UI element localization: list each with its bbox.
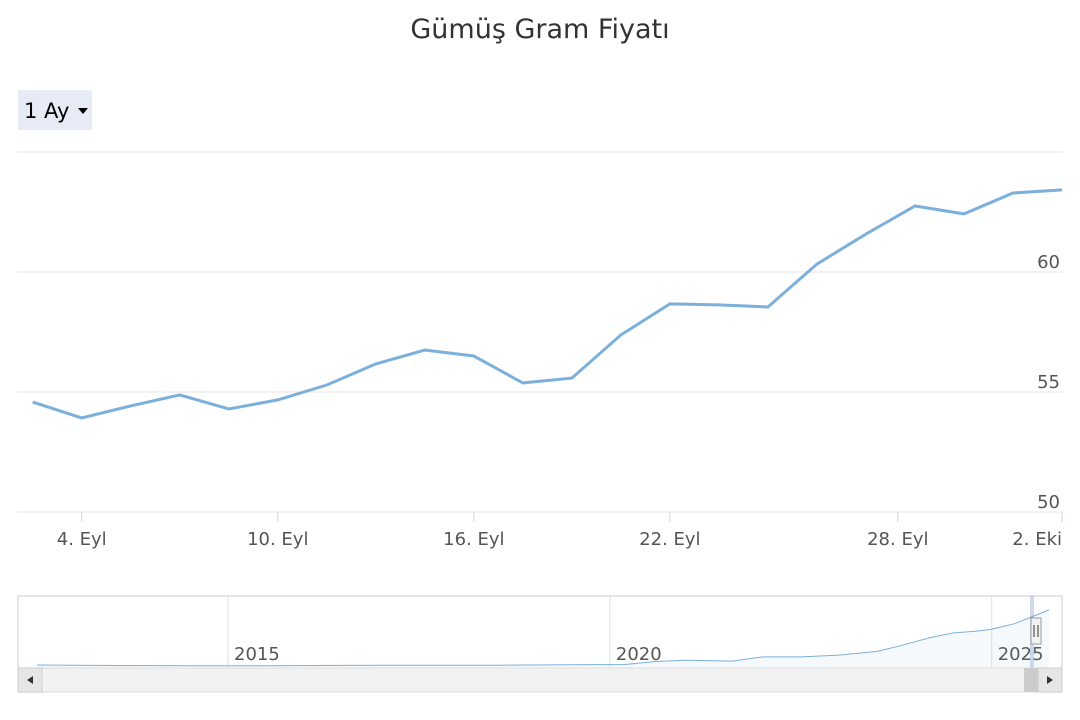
x-tick-label: 22. Eyl	[639, 529, 700, 550]
dropdown-arrow[interactable]	[78, 108, 88, 114]
navigator-area	[37, 609, 1050, 668]
y-tick-label: 55	[1037, 372, 1060, 393]
navigator	[17, 595, 1063, 669]
scrollbar-track[interactable]	[17, 667, 1063, 693]
x-tick-label: 28. Eyl	[867, 529, 928, 550]
navigator-tick-label: 2020	[616, 644, 662, 665]
navigator-tick-label: 2015	[234, 644, 280, 665]
arrow-right	[1047, 676, 1053, 684]
x-tick-label: 16. Eyl	[443, 529, 504, 550]
navigator-handle	[1030, 617, 1042, 645]
navigator-line	[37, 609, 1050, 667]
chart-title: Gümüş Gram Fiyatı	[410, 14, 669, 45]
price-line	[32, 188, 1062, 420]
range-selector[interactable]	[18, 90, 92, 130]
x-tick-label: 4. Eyl	[57, 529, 107, 550]
x-tick-label: 10. Eyl	[247, 529, 308, 550]
range-selector-label[interactable]: 1 Ay	[24, 99, 69, 123]
navigator-tick-label: 2025	[998, 644, 1044, 665]
x-tick-label: 2. Eki	[1012, 529, 1062, 550]
y-tick-label: 60	[1037, 252, 1060, 273]
y-tick-label: 50	[1037, 492, 1060, 513]
arrow-left	[27, 676, 33, 684]
scrollbar[interactable]	[17, 667, 1063, 693]
scroll-thumb[interactable]	[1024, 668, 1038, 692]
